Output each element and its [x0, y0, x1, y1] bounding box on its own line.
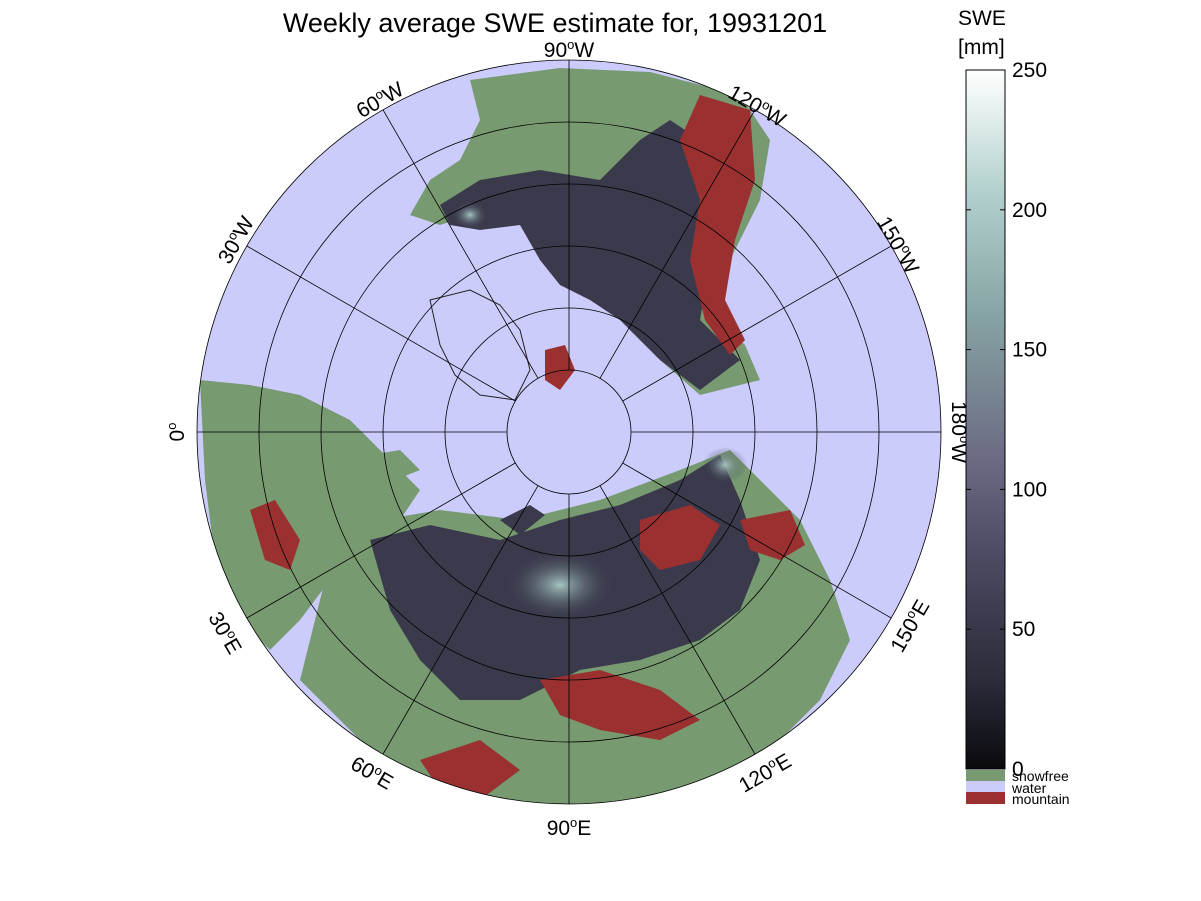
land-novaya-zemlya	[500, 505, 545, 535]
lon-label-90e: 90oE	[547, 815, 592, 840]
colorbar-gradient	[965, 69, 1006, 770]
category-legend: snowfree water mountain	[966, 768, 1070, 807]
land-svalbard	[370, 450, 420, 480]
land-greenland	[429, 289, 531, 401]
colorbar-tick-label: 150	[1012, 339, 1047, 362]
legend-swatch-mountain	[966, 792, 1005, 804]
meridian-line	[382, 485, 539, 755]
colorbar-tick-label: 0	[1012, 758, 1024, 781]
legend-swatch-water	[966, 781, 1005, 792]
colorbar-ticks: 250 200 150 100 50 0	[966, 59, 1047, 781]
mountain-east-siberia	[640, 505, 720, 570]
mountain-central-asia	[540, 670, 700, 740]
land-europe	[200, 380, 420, 650]
meridian-line	[622, 462, 892, 619]
lon-label-180w: 180oW	[947, 401, 972, 463]
colorbar-tick-label: 50	[1012, 618, 1035, 641]
colorbar-header-line1: SWE	[958, 7, 1006, 30]
polar-map: 90oW 120oW 150oW 180oW 150oE 120oE 90oE …	[164, 37, 972, 840]
meridian-line	[382, 109, 539, 379]
colorbar-header-line2: [mm]	[958, 36, 1005, 59]
mountain-rockies	[680, 95, 755, 355]
legend-label-mountain: mountain	[1012, 791, 1070, 807]
mountain-ellesmere	[545, 345, 575, 390]
meridians	[197, 60, 941, 804]
colorbar-tick-label: 100	[1012, 478, 1047, 501]
colorbar-tick-label: 250	[1012, 59, 1047, 82]
meridian-line	[246, 245, 516, 402]
legend-swatch-snowfree	[966, 770, 1005, 781]
snow-peak-siberia	[505, 550, 615, 620]
colorbar-tick-label: 200	[1012, 199, 1047, 222]
meridian-line	[599, 109, 756, 379]
lon-label-90w: 90oW	[544, 37, 595, 62]
meridian-line	[599, 485, 756, 755]
lon-label-0: 0o	[164, 423, 189, 442]
lon-label-30e: 30oE	[203, 607, 247, 658]
landmass-layer	[200, 68, 850, 804]
mountain-alps	[250, 500, 300, 570]
map-title: Weekly average SWE estimate for, 1993120…	[283, 8, 827, 38]
snow-peak-canada	[452, 201, 488, 229]
legend-label-water: water	[1011, 780, 1047, 796]
graticule	[196, 59, 942, 805]
colorbar: SWE [mm] 250 200 150 100 50 0	[958, 7, 1047, 781]
meridian-line	[622, 245, 892, 402]
snow-peak-kamchatka	[703, 447, 747, 483]
meridian-line	[246, 462, 516, 619]
snow-north-america	[440, 120, 740, 390]
legend-label-snowfree: snowfree	[1012, 768, 1069, 784]
